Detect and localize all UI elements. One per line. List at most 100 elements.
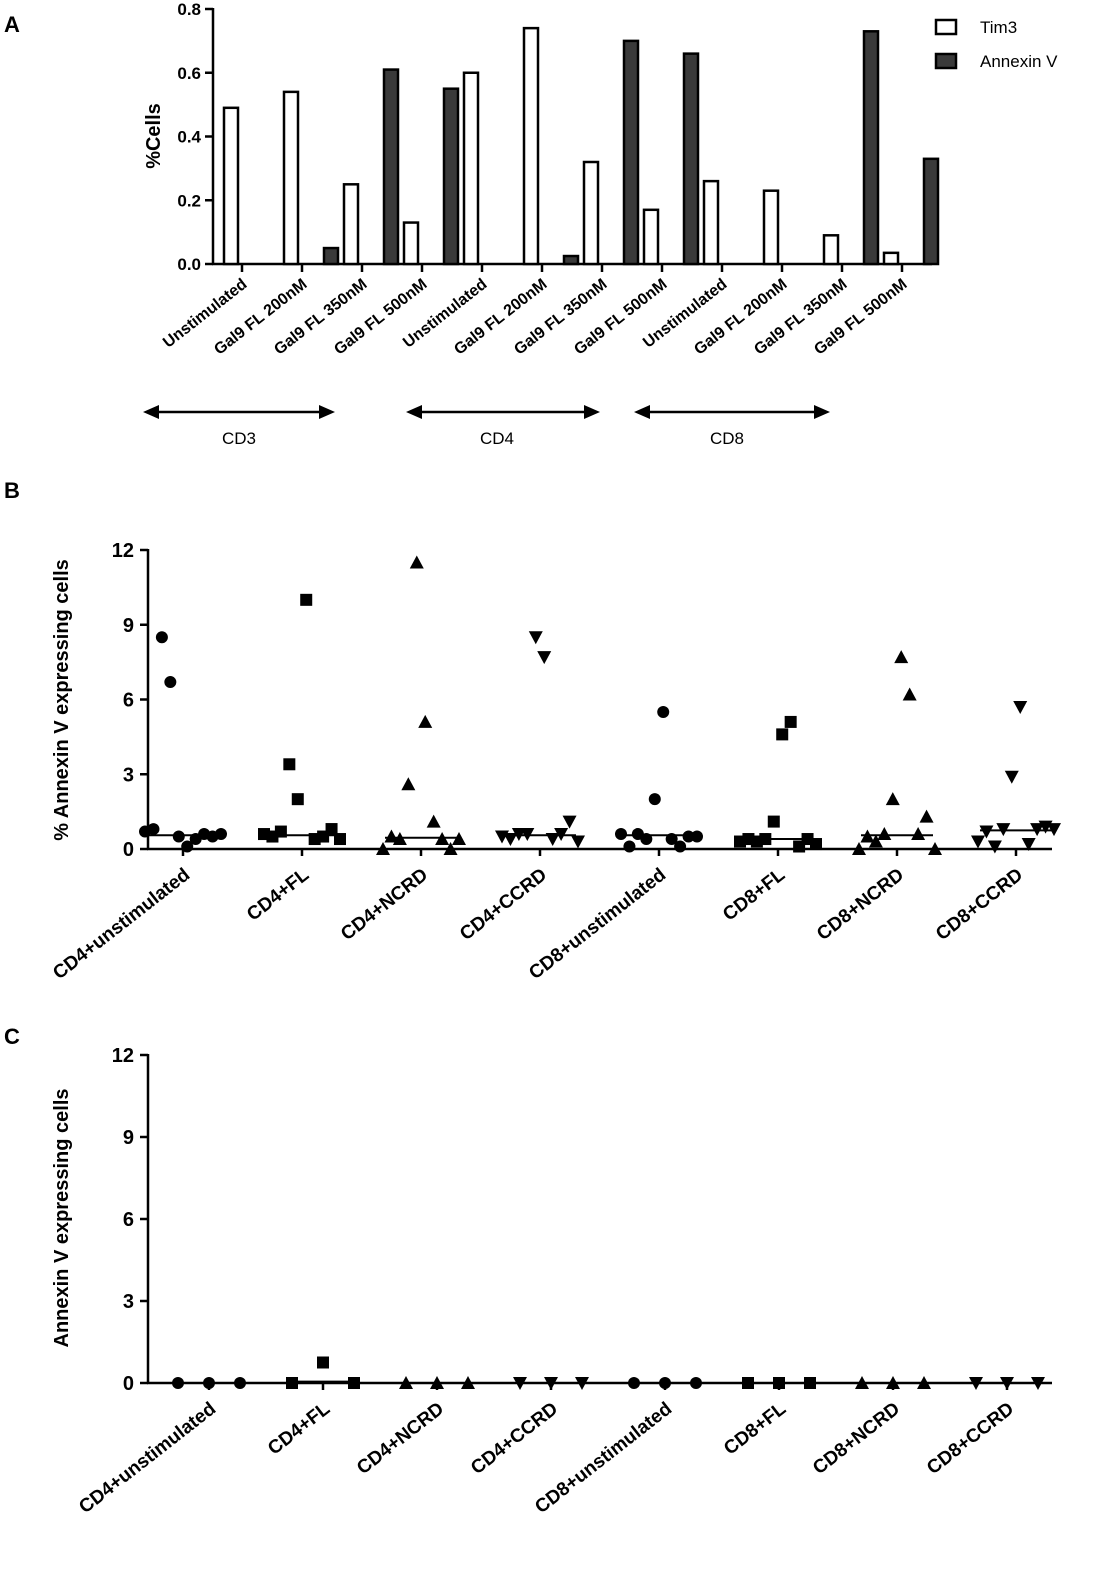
data-point-triangle-up [409,555,424,569]
tim3-bar [342,183,360,266]
data-point-triangle-down [537,651,552,665]
data-point-triangle-down [513,1377,527,1390]
tim3-bar [642,208,660,266]
y-axis-title: %Cells [143,103,165,169]
data-point-square [804,1377,816,1389]
annexin-v-bar [562,254,580,266]
category-label: CD4+FL [243,864,313,925]
legend-swatch [934,52,958,70]
data-point-triangle-down [575,1377,589,1390]
data-point-circle [674,840,687,853]
data-point-triangle-up [376,842,390,855]
data-point-square [291,793,304,806]
data-point-triangle-down [528,631,543,645]
category-label: CD4+NCRD [353,1398,448,1479]
data-point-square [283,758,296,771]
data-point-triangle-up [902,687,917,701]
group-label: CD8 [710,429,744,448]
category-label: CD4+NCRD [337,864,432,945]
data-point-circle [623,840,636,853]
data-point-square [286,1377,298,1389]
category-label: CD8+FL [719,864,789,925]
y-tick-label: 0.6 [177,64,201,83]
arrow-right-head [319,405,335,419]
data-point-triangle-up [852,842,866,855]
data-point-triangle-up [911,827,926,841]
data-point-triangle-up [877,827,892,841]
category-label: CD8+NCRD [809,1398,904,1479]
data-point-circle [172,1377,184,1389]
data-point-circle [234,1377,246,1389]
data-point-circle [690,1377,702,1389]
y-tick-label: 0.2 [177,191,201,210]
data-point-triangle-up [399,1376,413,1389]
data-point-triangle-up [855,1376,869,1389]
data-point-triangle-up [401,777,416,791]
tim3-bar [462,71,480,266]
legend-label: Tim3 [980,18,1017,37]
data-point-circle [691,830,703,843]
data-point-circle [215,828,227,841]
data-point-triangle-down [562,815,577,829]
tim3-bar [762,189,780,266]
data-point-square [325,823,338,836]
annexin-v-bar [682,52,700,266]
data-point-triangle-up [928,842,942,855]
category-label: CD4+CCRD [467,1398,562,1479]
data-point-triangle-up [917,1376,931,1389]
y-tick-label: 12 [112,540,134,562]
tim3-bar [882,251,900,266]
tim3-bar [282,90,300,266]
data-point-triangle-up [885,792,900,806]
category-label: CD8+CCRD [923,1398,1018,1479]
data-point-square [767,815,780,828]
y-tick-label: 12 [112,1045,134,1067]
data-point-circle [657,705,670,718]
data-point-triangle-down [1031,1377,1045,1390]
category-label: CD4+unstimulated [75,1398,220,1518]
data-point-circle [682,830,695,843]
panel-c-scatter-chart: 0 3 6 9 12 Annexin V expressing cells CD4+unst… [51,1045,1052,1518]
y-axis-title: % Annexin V expressing cells [51,559,73,841]
legend-label: Annexin V [980,52,1058,71]
data-point-triangle-up [384,829,399,843]
data-point-triangle-up [418,714,433,728]
y-tick-label: 0.8 [177,0,201,19]
data-point-square [317,1356,329,1369]
data-point-triangle-down [571,835,585,849]
annexin-v-bar [622,39,640,266]
data-point-circle [615,828,627,841]
data-point-triangle-up [894,650,909,664]
data-point-triangle-down [979,825,994,839]
category-label: CD4+CCRD [456,864,551,945]
data-point-triangle-up [868,834,883,848]
panel-c-label: C [4,1024,20,1049]
data-point-square [776,728,789,741]
data-point-triangle-down [1013,700,1028,714]
data-point-circle [648,793,661,806]
y-tick-label: 9 [123,1127,134,1149]
annexin-v-bar [382,68,400,266]
data-point-triangle-down [971,835,985,849]
arrow-left-head [634,405,650,419]
annexin-v-bar [862,30,880,266]
data-point-circle [155,631,168,644]
data-point-triangle-up [461,1376,475,1389]
data-point-triangle-up [426,814,441,828]
y-tick-label: 0 [123,1373,134,1395]
legend-swatch [934,18,958,36]
data-point-triangle-up [919,809,934,823]
arrow-right-head [584,405,600,419]
panel-b-label: B [4,478,20,503]
data-point-circle [164,676,177,689]
arrow-left-head [406,405,422,419]
y-tick-label: 3 [123,764,134,786]
data-point-square [784,715,797,728]
data-point-square [742,1377,754,1389]
panel-b-scatter-chart: 0 3 6 9 12 % Annexin V expressing cells CD4+un… [49,540,1061,984]
data-point-circle [147,823,160,836]
data-point-circle [628,1377,640,1389]
tim3-bar [222,106,240,266]
